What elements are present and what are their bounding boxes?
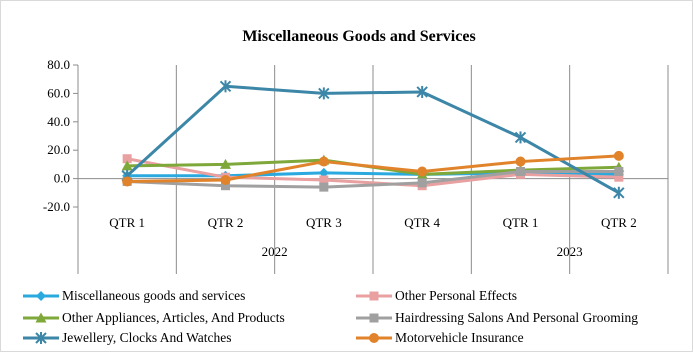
legend-label: Jewellery, Clocks And Watches <box>62 330 232 345</box>
data-point <box>35 332 47 344</box>
legend-label: Motorvehicle Insurance <box>395 330 524 345</box>
data-point <box>221 181 230 191</box>
x-group-label: 2022 <box>262 244 288 259</box>
legend-entry: Hairdressing Salons And Personal Groomin… <box>356 310 638 325</box>
data-point <box>318 167 329 178</box>
y-tick-label: 80.0 <box>47 57 70 72</box>
x-tick-label: QTR 1 <box>109 215 145 230</box>
data-point <box>516 167 525 176</box>
y-tick-label: -20.0 <box>43 199 70 214</box>
data-point <box>417 166 428 177</box>
legend-label: Hairdressing Salons And Personal Groomin… <box>395 310 638 325</box>
legend-label: Other Personal Effects <box>395 288 517 303</box>
data-point <box>35 312 47 323</box>
data-point <box>318 87 330 100</box>
data-point <box>369 313 379 323</box>
x-tick-label: QTR 3 <box>306 215 342 230</box>
legend-entry: Other Appliances, Articles, And Products <box>23 310 285 325</box>
data-point <box>318 156 329 167</box>
legend-entry: Motorvehicle Insurance <box>356 330 524 345</box>
series-5 <box>121 80 625 199</box>
legend: Miscellaneous goods and services Other Pe… <box>23 288 638 345</box>
data-point <box>220 158 231 169</box>
legend-entry: Jewellery, Clocks And Watches <box>23 330 232 345</box>
series-line <box>126 84 620 195</box>
x-tick-label: QTR 2 <box>601 215 637 230</box>
data-point <box>319 182 329 192</box>
x-tick-label: QTR 1 <box>503 215 539 230</box>
data-point <box>122 154 132 164</box>
legend-entry: Miscellaneous goods and services <box>23 288 245 303</box>
data-point <box>319 175 329 185</box>
data-point <box>369 291 379 301</box>
legend-entry: Other Personal Effects <box>356 288 517 303</box>
data-point <box>613 186 625 199</box>
series-line <box>127 171 619 178</box>
x-group-label: 2023 <box>557 244 583 259</box>
y-tick-label: 40.0 <box>47 114 70 129</box>
y-tick-label: 20.0 <box>47 142 70 157</box>
series-6 <box>122 150 624 187</box>
chart-title: Miscellaneous Goods and Services <box>242 28 475 45</box>
data-point <box>369 333 379 343</box>
data-point <box>122 176 133 187</box>
data-point <box>417 178 427 188</box>
x-tick-label: QTR 2 <box>208 215 244 230</box>
legend-label: Other Appliances, Articles, And Products <box>62 310 285 325</box>
data-point <box>220 175 231 186</box>
series-line <box>127 170 619 189</box>
data-point <box>613 150 624 161</box>
axes: 80.0 60.0 40.0 20.0 0.0 -20.0 QTR 1 QTR 2 QTR 3 Q… <box>43 57 668 259</box>
data-point <box>36 291 46 301</box>
data-point <box>614 172 624 182</box>
series-line <box>126 157 619 188</box>
data-point <box>614 167 624 176</box>
legend-label: Miscellaneous goods and services <box>62 288 245 303</box>
data-point <box>416 85 428 98</box>
y-tick-label: 0.0 <box>54 171 70 186</box>
data-point <box>219 80 232 93</box>
y-tick-label: 60.0 <box>47 85 70 100</box>
data-point <box>515 156 526 167</box>
data-point <box>121 160 133 171</box>
series-layer <box>121 80 625 199</box>
data-point <box>514 131 527 144</box>
x-tick-label: QTR 4 <box>404 215 440 230</box>
series-line <box>127 154 619 183</box>
